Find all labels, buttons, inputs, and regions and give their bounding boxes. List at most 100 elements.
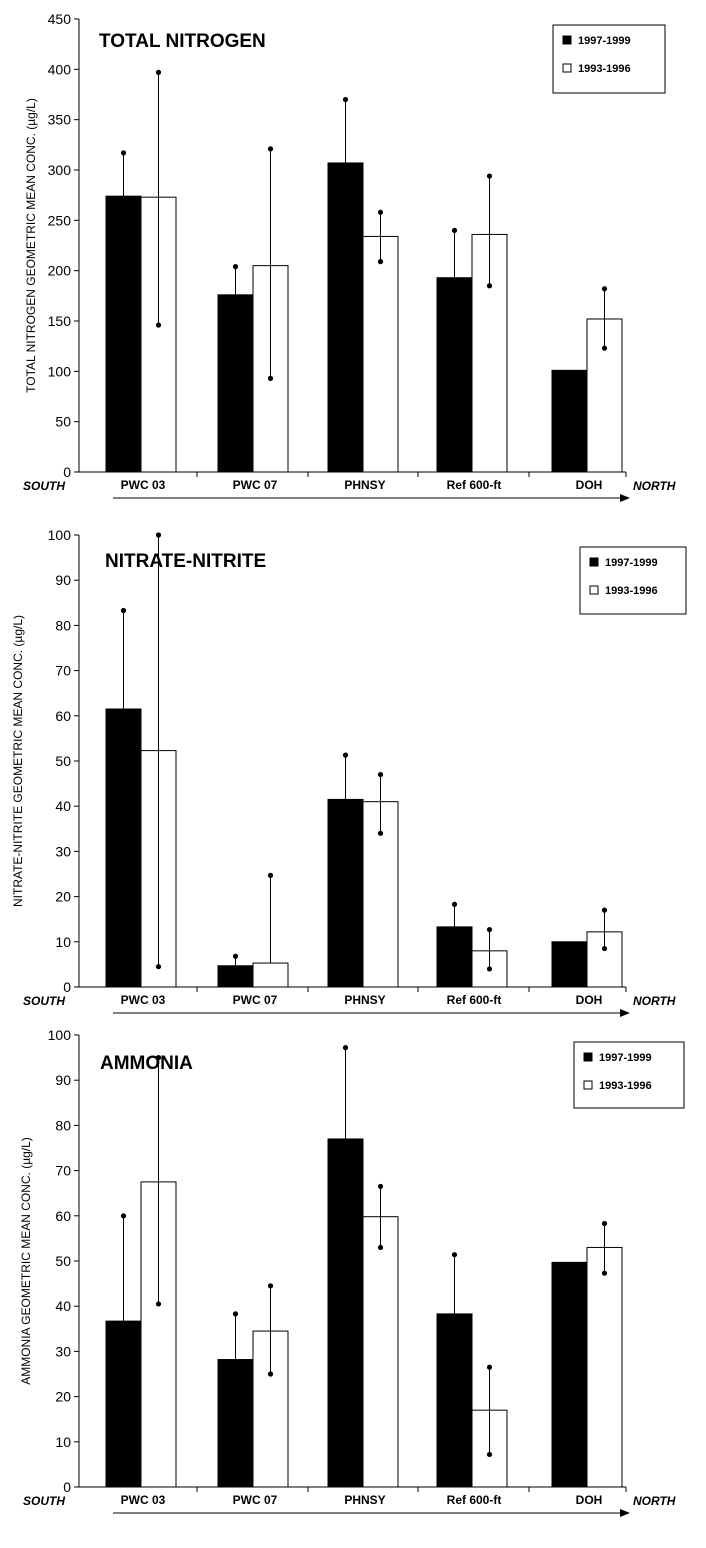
error-bar-cap — [120, 1213, 127, 1219]
error-bar-cap — [232, 264, 239, 270]
bar-series2-4 — [586, 1246, 623, 1488]
y-tick-label: 100 — [48, 527, 72, 543]
direction-south-label: SOUTH — [23, 479, 65, 493]
error-bar-cap — [451, 1252, 458, 1258]
legend-swatch — [583, 1080, 593, 1090]
error-bar-cap — [342, 96, 349, 103]
bar-series1-3 — [436, 926, 473, 988]
error-bar-cap — [601, 1220, 608, 1227]
legend-swatch — [562, 35, 572, 45]
direction-arrow-head — [620, 494, 630, 502]
error-bar-cap — [377, 771, 384, 778]
error-bar-cap — [155, 1301, 162, 1307]
legend-entry: 1993-1996 — [578, 63, 631, 75]
legend — [552, 24, 666, 94]
error-bar-cap — [267, 146, 274, 152]
y-axis-label: NITRATE-NITRITE GEOMETRIC MEAN CONC. (µg… — [11, 615, 25, 907]
category-label: Ref 600-ft — [447, 478, 502, 492]
bar-series1-3 — [436, 1313, 473, 1488]
y-tick-label: 100 — [48, 363, 72, 379]
error-bar-cap — [377, 209, 384, 215]
chart-panel-2: 0 10 20 30 40 50 60 70 80 90 100 PWC 03 PWC 07 PHNSY R… — [11, 527, 687, 1017]
error-bar-cap — [601, 345, 608, 351]
error-bar-cap — [232, 1311, 239, 1317]
category-label: DOH — [576, 478, 603, 492]
y-tick-label: 70 — [55, 663, 71, 679]
y-tick-label: 10 — [55, 934, 71, 950]
error-bar-cap — [601, 1270, 608, 1276]
error-bar-cap — [267, 1283, 274, 1289]
bar-series1-0 — [105, 708, 142, 988]
y-tick-label: 450 — [48, 11, 72, 27]
y-tick-label: 50 — [55, 1253, 71, 1269]
y-tick-label: 60 — [55, 708, 71, 724]
chart-panel-1: 0 50 100 150 200 250 300 350 400 450 PWC 03 PWC 07 P… — [23, 11, 676, 502]
error-bar-cap — [601, 286, 608, 292]
legend-entry: 1993-1996 — [599, 1080, 652, 1092]
bar-series1-3 — [436, 277, 473, 473]
chart-title: TOTAL NITROGEN — [99, 31, 266, 52]
category-label: PHNSY — [344, 478, 385, 492]
chart-title: NITRATE-NITRITE — [105, 551, 266, 572]
y-tick-label: 90 — [55, 1072, 71, 1088]
error-bar-cap — [377, 1244, 384, 1251]
error-bar-cap — [342, 1045, 349, 1051]
legend-swatch — [589, 585, 599, 595]
bar-series1-2 — [327, 162, 364, 473]
category-label: PHNSY — [344, 993, 385, 1007]
bar-series1-1 — [217, 965, 254, 988]
category-label: PWC 07 — [233, 478, 278, 492]
legend-entry: 1993-1996 — [605, 585, 658, 597]
y-tick-label: 30 — [55, 1343, 71, 1359]
legend-swatch — [562, 63, 572, 73]
y-tick-label: 90 — [55, 572, 71, 588]
chart-panel-3: 0 10 20 30 40 50 60 70 80 90 100 PWC 03 PWC 07 PHNSY R… — [19, 1027, 685, 1517]
category-label: PWC 03 — [121, 478, 166, 492]
y-tick-label: 400 — [48, 61, 72, 77]
error-bar-cap — [155, 964, 162, 970]
y-axis-label: TOTAL NITROGEN GEOMETRIC MEAN CONC. (µg/… — [24, 98, 38, 393]
direction-north-label: NORTH — [633, 1494, 676, 1508]
bar-series1-0 — [105, 1320, 142, 1488]
error-bar-cap — [155, 1055, 162, 1061]
direction-north-label: NORTH — [633, 994, 676, 1008]
bar-series2-1 — [252, 962, 289, 988]
chart-title: AMMONIA — [100, 1053, 193, 1074]
legend-entry: 1997-1999 — [578, 35, 631, 47]
direction-south-label: SOUTH — [23, 1494, 65, 1508]
direction-north-label: NORTH — [633, 479, 676, 493]
error-bar-cap — [155, 532, 162, 538]
bar-series1-2 — [327, 798, 364, 988]
bar-series1-2 — [327, 1138, 364, 1488]
bar-series1-0 — [105, 195, 142, 473]
category-label: Ref 600-ft — [447, 1493, 502, 1507]
error-bar-cap — [486, 966, 493, 972]
y-tick-label: 50 — [55, 414, 71, 430]
legend-entry: 1997-1999 — [605, 557, 658, 569]
y-tick-label: 150 — [48, 313, 72, 329]
error-bar-cap — [267, 375, 274, 381]
y-tick-label: 20 — [55, 889, 71, 905]
category-label: PWC 03 — [121, 1493, 166, 1507]
category-label: DOH — [576, 1493, 603, 1507]
error-bar-cap — [120, 607, 127, 614]
y-tick-label: 10 — [55, 1434, 71, 1450]
direction-south-label: SOUTH — [23, 994, 65, 1008]
error-bar-cap — [601, 907, 608, 913]
y-tick-label: 0 — [63, 464, 71, 480]
direction-arrow-head — [620, 1009, 630, 1017]
y-tick-label: 70 — [55, 1163, 71, 1179]
error-bar-cap — [342, 752, 349, 758]
error-bar-cap — [451, 901, 458, 907]
error-bar-cap — [155, 69, 162, 75]
bar-series2-0 — [140, 196, 177, 473]
y-tick-label: 250 — [48, 212, 72, 228]
y-tick-label: 50 — [55, 753, 71, 769]
category-label: PWC 07 — [233, 993, 278, 1007]
category-label: PWC 03 — [121, 993, 166, 1007]
category-label: Ref 600-ft — [447, 993, 502, 1007]
category-label: PHNSY — [344, 1493, 385, 1507]
error-bar-cap — [601, 945, 608, 952]
bar-series1-1 — [217, 1359, 254, 1488]
